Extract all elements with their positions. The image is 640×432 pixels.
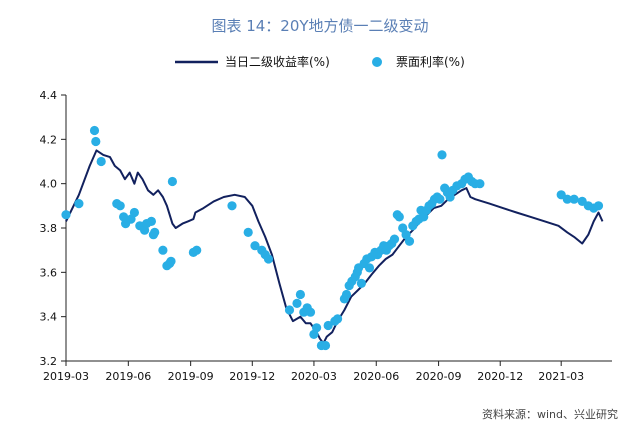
y-tick-label: 3.6 xyxy=(40,266,58,279)
scatter-point-coupon xyxy=(74,199,84,209)
y-tick-label: 3.4 xyxy=(40,311,58,324)
legend: 当日二级收益率(%) 票面利率(%) xyxy=(175,54,465,69)
x-tick-label: 2019-09 xyxy=(168,370,214,383)
scatter-point-coupon xyxy=(312,323,322,333)
scatter-point-coupon xyxy=(341,289,352,300)
x-tick-label: 2019-03 xyxy=(43,370,89,383)
scatter-point-coupon xyxy=(61,210,71,220)
series-line-group xyxy=(65,149,604,345)
source-note: 资料来源：wind、兴业研究 xyxy=(482,407,618,421)
scatter-point-coupon xyxy=(91,136,101,147)
scatter-point-coupon xyxy=(562,194,572,204)
scatter-point-coupon xyxy=(323,320,333,331)
y-tick-label: 4.4 xyxy=(40,89,58,102)
scatter-point-coupon xyxy=(243,227,253,237)
scatter-point-coupon xyxy=(305,307,316,317)
legend-label-coupon-rate: 票面利率(%) xyxy=(396,54,465,69)
scatter-point-coupon xyxy=(89,125,100,136)
scatter-point-coupon xyxy=(593,201,604,211)
scatter-point-coupon xyxy=(115,201,125,211)
scatter-point-coupon xyxy=(364,263,375,273)
chart-title: 图表 14：20Y地方债一二级变动 xyxy=(211,17,428,35)
scatter-point-coupon xyxy=(394,212,404,222)
legend-label-secondary-yield: 当日二级收益率(%) xyxy=(225,54,330,69)
y-tick-label: 3.8 xyxy=(40,222,58,235)
x-tick-label: 2019-06 xyxy=(105,370,151,383)
x-tick-label: 2020-06 xyxy=(353,370,399,383)
scatter-point-coupon xyxy=(475,179,485,189)
y-tick-label: 4.2 xyxy=(40,133,58,146)
scatter-point-coupon xyxy=(227,201,237,211)
x-tick-label: 2021-03 xyxy=(538,370,584,383)
scatter-point-coupon xyxy=(96,156,106,167)
legend-dot-swatch xyxy=(372,57,382,67)
x-tick-label: 2020-03 xyxy=(291,370,337,383)
scatter-point-coupon xyxy=(129,207,139,218)
x-tick-label: 2020-12 xyxy=(477,370,523,383)
scatter-point-coupon xyxy=(292,298,302,308)
scatter-point-coupon xyxy=(356,278,366,288)
scatter-point-coupon xyxy=(435,194,445,204)
scatter-point-coupon xyxy=(295,289,305,300)
scatter-point-coupon xyxy=(569,194,579,204)
scatter-point-coupon xyxy=(150,227,160,237)
scatter-point-coupon xyxy=(192,245,202,255)
y-tick-label: 4.0 xyxy=(40,178,58,191)
scatter-point-coupon xyxy=(158,245,168,255)
scatter-point-coupon xyxy=(146,216,156,226)
scatter-point-coupon xyxy=(404,236,415,246)
scatter-point-coupon xyxy=(320,340,331,351)
scatter-point-coupon xyxy=(437,150,447,160)
scatter-point-coupon xyxy=(167,176,177,187)
scatter-point-coupon xyxy=(263,254,274,264)
x-ticks: 2019-03 2019-06 2019-09 2019-12 2020-03 2020-… xyxy=(43,361,584,383)
y-ticks: 3.2 3.4 3.6 3.8 4.0 4.2 4.4 xyxy=(40,89,66,368)
x-tick-label: 2020-09 xyxy=(416,370,462,383)
y-tick-label: 3.2 xyxy=(40,355,58,368)
scatter-point-coupon xyxy=(389,234,400,244)
series-line-secondary-yield xyxy=(65,149,604,345)
x-tick-label: 2019-12 xyxy=(229,370,275,383)
scatter-point-coupon xyxy=(250,241,260,251)
scatter-point-coupon xyxy=(284,305,295,315)
scatter-point-coupon xyxy=(333,314,343,324)
scatter-point-coupon xyxy=(166,256,176,266)
series-scatter-group xyxy=(61,125,604,351)
